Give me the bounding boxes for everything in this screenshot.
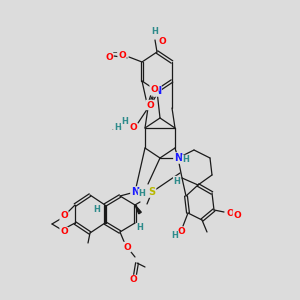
Text: N: N (174, 153, 182, 163)
Text: O: O (226, 208, 234, 217)
Text: O: O (129, 124, 137, 133)
Text: H: H (183, 155, 189, 164)
Text: H: H (94, 206, 100, 214)
Text: S: S (148, 187, 156, 197)
Text: N: N (131, 187, 139, 197)
Text: H: H (174, 176, 180, 185)
Text: O: O (150, 85, 158, 94)
Text: H: H (122, 116, 128, 125)
Text: H: H (152, 28, 158, 37)
Text: O: O (105, 52, 113, 62)
Text: H: H (139, 190, 145, 199)
Text: H: H (136, 224, 143, 232)
Text: N: N (153, 86, 161, 96)
Text: O: O (123, 242, 131, 251)
Text: O: O (118, 50, 126, 59)
Text: O: O (60, 227, 68, 236)
Text: H: H (172, 232, 178, 241)
Text: O: O (60, 212, 68, 220)
Text: O: O (146, 100, 154, 109)
Text: O: O (177, 227, 185, 236)
Text: O: O (233, 211, 241, 220)
Text: .: . (111, 125, 113, 130)
Text: O: O (129, 275, 137, 284)
Polygon shape (135, 205, 141, 214)
Text: −: − (111, 50, 117, 56)
Text: H: H (115, 124, 122, 133)
Text: O: O (158, 38, 166, 46)
